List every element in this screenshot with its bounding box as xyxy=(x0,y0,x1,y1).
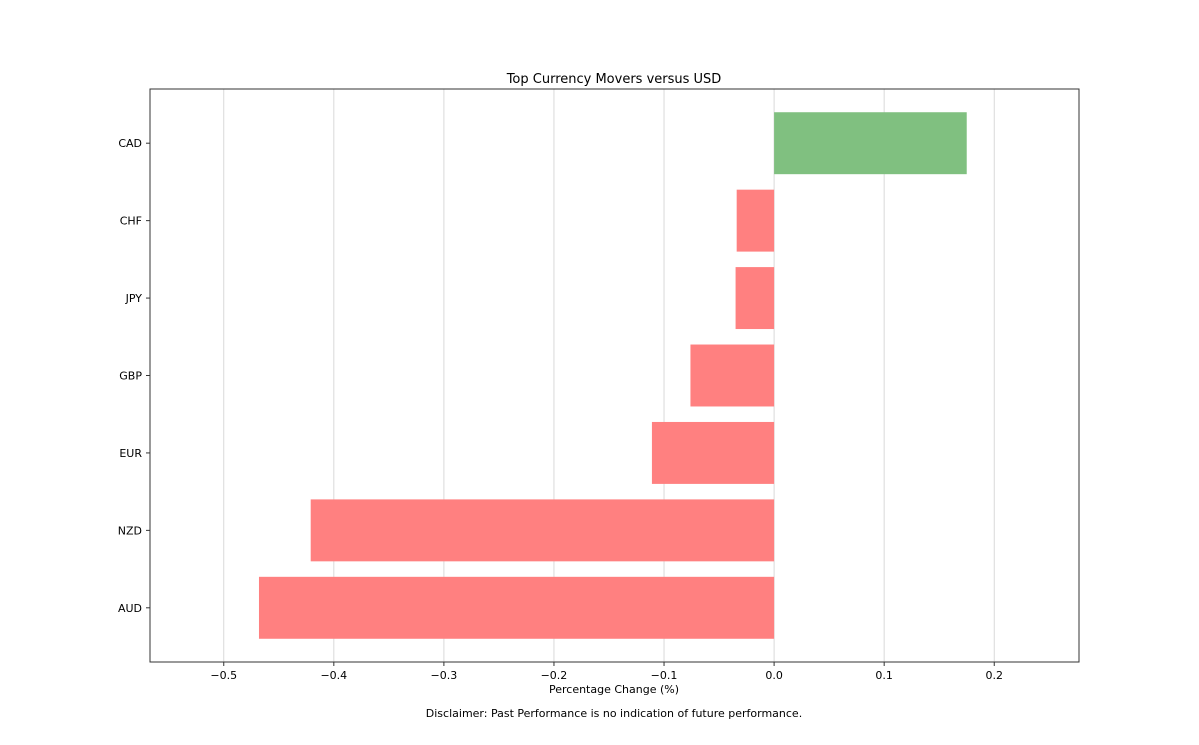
bar-eur xyxy=(651,421,775,484)
grid-lines xyxy=(223,89,995,662)
y-tick-labels: CAD CHF JPY GBP EUR NZD AUD xyxy=(118,137,150,615)
bars xyxy=(258,112,967,639)
x-axis-title: Percentage Change (%) xyxy=(549,683,679,696)
y-tick-label: JPY xyxy=(125,292,143,305)
x-tick-label: 0.0 xyxy=(765,669,783,682)
bar-gbp xyxy=(690,344,775,407)
x-tick-label: −0.5 xyxy=(210,669,237,682)
bar-nzd xyxy=(310,499,775,562)
plot-frame xyxy=(149,88,1080,663)
x-tick-labels: −0.5 −0.4 −0.3 −0.2 −0.1 0.0 0.1 0.2 xyxy=(210,662,1003,682)
x-tick-label: −0.2 xyxy=(541,669,568,682)
bar-chf xyxy=(736,189,775,252)
disclaimer-text: Disclaimer: Past Performance is no indic… xyxy=(426,707,802,720)
bar-jpy xyxy=(735,267,775,330)
y-tick-label: CAD xyxy=(118,137,142,150)
y-tick-label: CHF xyxy=(120,215,142,228)
chart-title: Top Currency Movers versus USD xyxy=(506,72,722,87)
x-tick-label: −0.1 xyxy=(651,669,678,682)
x-tick-label: 0.1 xyxy=(875,669,893,682)
x-tick-label: −0.4 xyxy=(320,669,347,682)
y-tick-label: AUD xyxy=(118,602,142,615)
bar-cad xyxy=(774,112,967,175)
x-tick-label: 0.2 xyxy=(985,669,1003,682)
y-tick-label: EUR xyxy=(119,447,142,460)
x-tick-label: −0.3 xyxy=(431,669,458,682)
bar-aud xyxy=(258,576,775,639)
y-tick-label: NZD xyxy=(118,524,142,537)
y-tick-label: GBP xyxy=(119,370,142,383)
